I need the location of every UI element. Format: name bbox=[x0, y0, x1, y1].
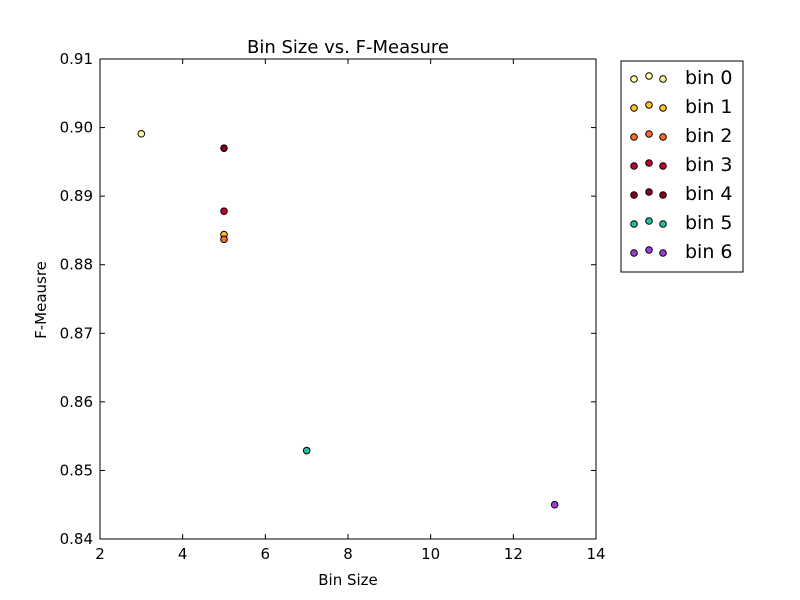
y-tick-label: 0.89 bbox=[60, 187, 93, 205]
data-point bbox=[220, 207, 228, 216]
y-tick-label: 0.87 bbox=[60, 324, 93, 342]
legend-marker bbox=[659, 104, 667, 112]
data-point bbox=[302, 446, 311, 455]
data-point bbox=[220, 235, 228, 244]
y-tick-label: 0.88 bbox=[60, 256, 93, 274]
legend-marker bbox=[630, 133, 638, 141]
x-tick-label: 10 bbox=[421, 545, 440, 563]
legend-marker bbox=[630, 104, 638, 112]
legend-label: bin 2 bbox=[685, 125, 733, 147]
x-tick-label: 2 bbox=[95, 545, 105, 563]
y-tick-label: 0.85 bbox=[60, 461, 93, 479]
legend-marker bbox=[659, 133, 667, 141]
legend-marker bbox=[645, 217, 653, 225]
legend-marker bbox=[630, 220, 638, 228]
legend-marker bbox=[659, 191, 667, 199]
x-tick-label: 14 bbox=[586, 545, 605, 563]
legend-label: bin 0 bbox=[685, 67, 733, 89]
legend-marker bbox=[659, 220, 667, 228]
y-tick-label: 0.84 bbox=[60, 530, 93, 548]
legend-marker bbox=[645, 72, 653, 80]
legend-marker bbox=[630, 191, 638, 199]
legend-marker bbox=[645, 159, 653, 167]
legend-box bbox=[620, 60, 744, 273]
legend-marker bbox=[630, 249, 638, 257]
x-tick-label: 6 bbox=[261, 545, 271, 563]
legend-marker bbox=[645, 130, 653, 138]
x-tick-label: 12 bbox=[504, 545, 523, 563]
legend-marker bbox=[659, 75, 667, 83]
legend-label: bin 3 bbox=[685, 154, 733, 176]
legend-label: bin 6 bbox=[685, 241, 733, 263]
y-axis-label: F-Meausre bbox=[32, 261, 50, 339]
legend-marker bbox=[659, 162, 667, 170]
x-tick-label: 4 bbox=[178, 545, 188, 563]
legend-label: bin 4 bbox=[685, 183, 733, 205]
legend-marker bbox=[659, 249, 667, 257]
data-point bbox=[220, 144, 228, 152]
legend-label: bin 1 bbox=[685, 96, 733, 118]
plot-frame bbox=[99, 58, 597, 540]
legend-marker bbox=[645, 101, 653, 109]
y-tick-label: 0.91 bbox=[60, 50, 93, 68]
legend: bin 0 bin 1 bin 2 bin 3 bin 4 bin 5 bin 6 bbox=[620, 60, 744, 273]
data-point bbox=[137, 129, 146, 138]
data-point bbox=[550, 500, 559, 509]
legend-marker bbox=[630, 162, 638, 170]
legend-marker bbox=[645, 246, 653, 254]
legend-marker bbox=[630, 75, 638, 83]
chart-title: Bin Size vs. F-Measure bbox=[247, 37, 449, 58]
legend-marker bbox=[645, 188, 653, 196]
x-tick-label: 8 bbox=[343, 545, 353, 563]
x-axis-label: Bin Size bbox=[318, 571, 378, 589]
y-tick-label: 0.86 bbox=[60, 393, 93, 411]
plot-area: 2 4 6 8 10 12 14 0.84 0.85 0.86 0.87 0.88 0.89 0.90 0.… bbox=[60, 50, 606, 563]
y-tick-label: 0.90 bbox=[60, 119, 93, 137]
legend-label: bin 5 bbox=[685, 212, 733, 234]
